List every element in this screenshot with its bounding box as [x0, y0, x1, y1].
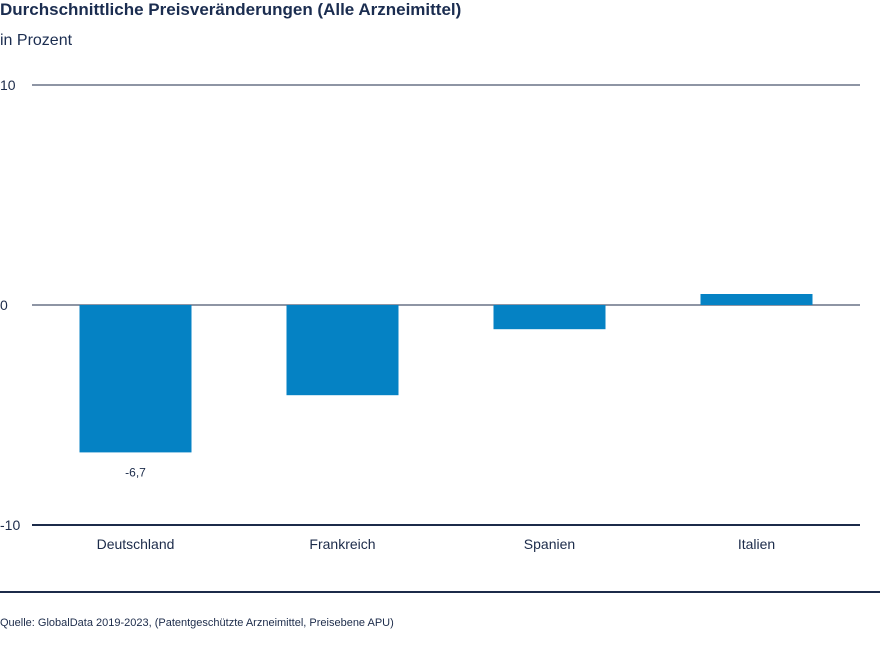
- bar: [700, 294, 813, 305]
- chart-subtitle: in Prozent: [0, 32, 73, 49]
- x-tick-label: Spanien: [524, 536, 575, 552]
- data-label: -6,7: [125, 465, 146, 479]
- source-divider: [0, 591, 880, 593]
- y-tick-label: 0: [0, 297, 8, 313]
- x-tick-label: Italien: [738, 536, 775, 552]
- bar: [286, 305, 399, 396]
- bar-chart: 10 0 -10 Deutschland -6,7 Frankreich Spanien It…: [0, 77, 860, 552]
- chart-title: Durchschnittliche Preisveränderungen (Al…: [0, 0, 462, 19]
- bar: [79, 305, 192, 453]
- source-note: Quelle: GlobalData 2019-2023, (Patentges…: [0, 617, 394, 629]
- y-tick-label: -10: [0, 517, 20, 533]
- bar: [493, 305, 606, 330]
- x-tick-label: Deutschland: [97, 536, 175, 552]
- y-tick-label: 10: [0, 77, 16, 93]
- x-tick-label: Frankreich: [309, 536, 375, 552]
